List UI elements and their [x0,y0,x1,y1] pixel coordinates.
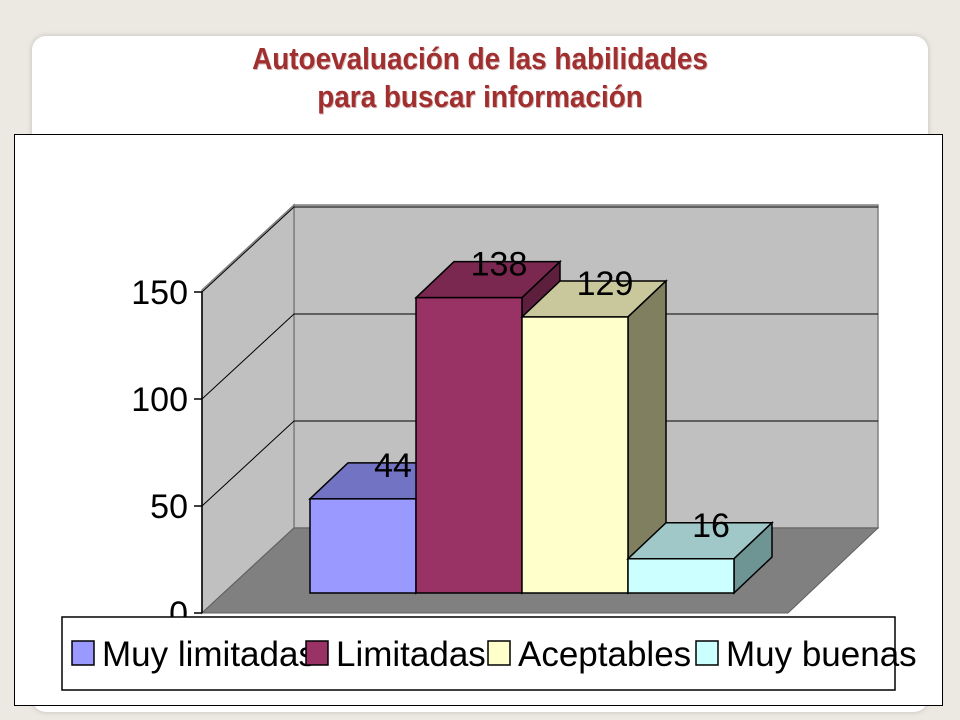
legend-swatch [695,640,719,666]
chart-title: Autoevaluación de las habilidades para b… [77,40,883,116]
legend-label: Muy limitadas [102,635,316,674]
legend-swatch [71,640,95,666]
legend-label: Muy buenas [726,635,917,674]
data-label: 129 [577,265,634,303]
legend-label: Aceptables [518,635,691,674]
bar-front-face [521,316,629,594]
title-line-1: Autoevaluación de las habilidades [252,41,708,76]
data-label: 44 [374,447,412,485]
y-tick-label: 50 [150,488,188,526]
data-label: 16 [692,507,730,545]
bar-4 [626,521,774,595]
y-tick-label: 100 [131,381,188,419]
gridline [201,313,878,400]
legend-swatch [305,640,329,666]
bar-front-face [415,296,523,594]
y-tick-label: 150 [131,274,188,312]
gridline [201,420,878,507]
legend-label: Limitadas [336,635,486,674]
bar-front-face [309,498,417,594]
title-line-2: para buscar información [317,79,643,114]
legend-swatch [487,640,511,666]
legend: Muy limitadas Limitadas Aceptables Muy buen… [61,616,917,691]
bar-3 [520,279,668,595]
legend-box [61,616,896,691]
gridline [201,206,878,293]
bar-front-face [627,558,735,594]
data-label: 138 [471,246,528,284]
